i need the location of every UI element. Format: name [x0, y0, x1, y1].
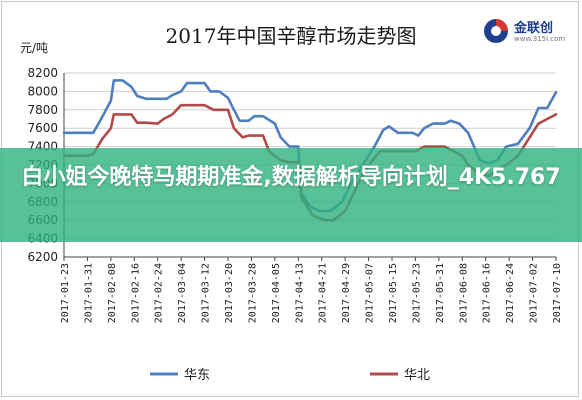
x-tick-label: 2017-02-24 [154, 263, 165, 323]
x-tick-label: 2017-01-31 [83, 263, 94, 323]
x-tick-label: 2017-04-29 [341, 263, 352, 323]
x-tick-label: 2017-05-15 [388, 263, 399, 323]
banner-text: 白小姐今晚特马期期准金,数据解析导向计划_4K5.767 [21, 165, 561, 190]
x-tick-label: 2017-02-16 [130, 263, 141, 323]
x-tick-label: 2017-05-07 [365, 263, 376, 323]
x-tick-label: 2017-02-08 [107, 263, 118, 323]
x-tick-label: 2017-03-04 [177, 263, 188, 323]
x-tick-label: 2017-05-31 [435, 263, 446, 323]
y-tick-label: 8200 [27, 66, 58, 80]
x-tick-label: 2017-04-13 [294, 263, 305, 323]
legend-label-1: 华东 [184, 368, 210, 383]
overlay-banner [0, 148, 582, 242]
x-tick-label: 2017-06-24 [505, 263, 516, 323]
x-tick-label: 2017-06-08 [458, 263, 469, 323]
y-tick-label: 7800 [27, 103, 58, 117]
x-tick-label: 2017-05-23 [411, 263, 422, 323]
legend-label-2: 华北 [404, 368, 430, 383]
y-axis-unit-label: 元/吨 [20, 41, 48, 55]
x-tick-label: 2017-01-23 [60, 263, 71, 323]
x-tick-label: 2017-07-10 [552, 263, 563, 323]
x-tick-label: 2017-03-28 [247, 263, 258, 323]
y-tick-label: 8000 [27, 84, 58, 98]
y-tick-label: 7600 [27, 121, 58, 135]
y-tick-label: 6200 [27, 250, 58, 264]
logo-name: 金联创 [514, 21, 554, 36]
x-tick-label: 2017-03-12 [201, 263, 212, 323]
logo-mark-icon [484, 19, 508, 43]
brand-logo: 金联创 www.315i.com [482, 15, 572, 51]
x-tick-label: 2017-06-16 [482, 263, 493, 323]
x-tick-label: 2017-04-21 [318, 263, 329, 323]
chart-title: 2017年中国辛醇市场走势图 [166, 24, 417, 48]
x-tick-label: 2017-04-05 [271, 263, 282, 323]
x-tick-label: 2017-03-20 [224, 263, 235, 323]
x-tick-label: 2017-07-02 [529, 263, 540, 323]
logo-url: www.315i.com [514, 35, 566, 43]
